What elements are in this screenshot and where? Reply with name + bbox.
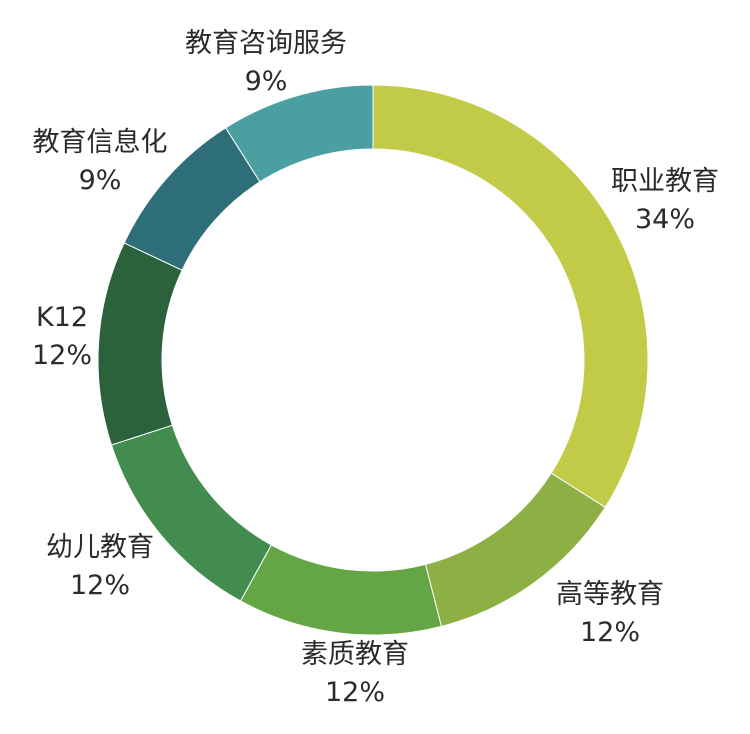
slice-value-6: 9%: [245, 66, 288, 97]
slice-2: [239, 544, 442, 636]
slice-value-2: 12%: [325, 677, 385, 708]
slice-value-0: 34%: [635, 204, 695, 235]
slice-3: [110, 424, 273, 602]
slice-label-4: K12: [36, 302, 88, 333]
slice-value-3: 12%: [70, 570, 130, 601]
slice-labels: 职业教育 34% 高等教育 12% 素质教育 12% 幼儿教育 12% K12 12% 教育信息化 9…: [32, 28, 719, 708]
slice-label-1: 高等教育: [556, 579, 664, 610]
slice-4: [97, 242, 183, 446]
slice-label-6: 教育咨询服务: [185, 28, 347, 59]
donut-slices: [97, 84, 649, 636]
slice-value-1: 12%: [580, 617, 640, 648]
slice-6: [224, 84, 374, 183]
slice-value-5: 9%: [79, 165, 122, 196]
slice-label-3: 幼儿教育: [46, 532, 154, 563]
slice-label-2: 素质教育: [301, 639, 409, 670]
slice-label-5: 教育信息化: [33, 127, 168, 158]
slice-value-4: 12%: [32, 340, 92, 371]
slice-label-0: 职业教育: [611, 166, 719, 197]
slice-0: [372, 84, 649, 509]
